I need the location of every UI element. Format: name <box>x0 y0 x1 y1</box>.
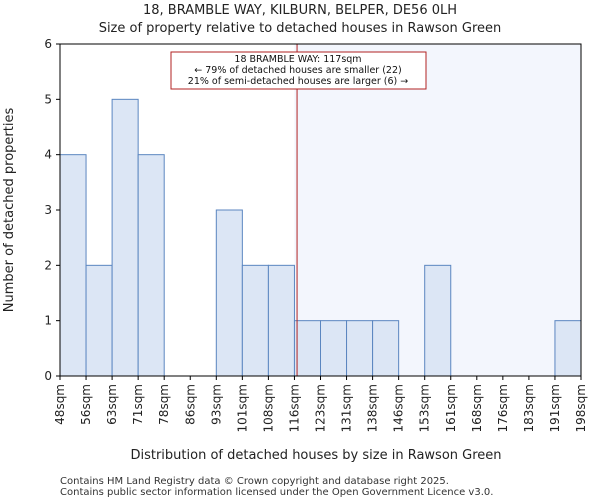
x-tick-label: 86sqm <box>183 384 197 425</box>
footer-line-1: Contains HM Land Registry data © Crown c… <box>60 476 449 487</box>
x-tick-label: 56sqm <box>79 384 93 425</box>
annotation-line-1: 18 BRAMBLE WAY: 117sqm <box>234 54 361 65</box>
y-tick-label: 2 <box>44 258 52 272</box>
y-tick-label: 0 <box>44 369 52 383</box>
x-tick-label: 168sqm <box>470 384 484 432</box>
x-tick-label: 116sqm <box>287 384 301 432</box>
bar-93sqm <box>215 209 243 377</box>
bar-108sqm <box>267 264 295 377</box>
bars-group <box>59 98 582 377</box>
bar-116sqm <box>293 320 322 377</box>
x-tick-label: 191sqm <box>548 384 562 432</box>
bar-191sqm <box>554 320 582 377</box>
x-tick-label: 63sqm <box>105 384 119 425</box>
bar-138sqm <box>372 320 400 377</box>
bar-123sqm <box>320 320 348 377</box>
annotation-line-3: 21% of semi-detached houses are larger (… <box>188 76 408 87</box>
x-tick-label: 153sqm <box>418 384 432 432</box>
annotation-frame <box>170 51 427 90</box>
y-axis-ticks: 0 1 2 3 4 5 6 <box>44 37 60 383</box>
x-tick-label: 93sqm <box>209 384 223 425</box>
annotation-line-2: ← 79% of detached houses are smaller (22… <box>194 65 401 76</box>
x-tick-label: 198sqm <box>574 384 588 432</box>
footer-line-2: Contains public sector information licen… <box>60 487 493 498</box>
y-tick-label: 3 <box>44 203 52 217</box>
x-axis-label: Distribution of detached houses by size … <box>130 448 501 463</box>
y-tick-label: 1 <box>44 314 52 328</box>
x-tick-label: 123sqm <box>314 384 328 432</box>
chart-subtitle: Size of property relative to detached ho… <box>99 21 502 36</box>
chart-title: 18, BRAMBLE WAY, KILBURN, BELPER, DE56 0… <box>143 3 457 18</box>
x-tick-label: 183sqm <box>522 384 536 432</box>
x-tick-label: 108sqm <box>261 384 275 432</box>
bar-131sqm <box>346 320 374 377</box>
bar-101sqm <box>241 264 269 377</box>
bar-71sqm <box>137 154 165 377</box>
bar-63sqm <box>111 98 139 377</box>
y-tick-label: 6 <box>44 37 52 51</box>
y-tick-label: 4 <box>44 148 52 162</box>
x-tick-label: 78sqm <box>157 384 171 425</box>
bar-48sqm <box>59 154 87 377</box>
annotation-box: 18 BRAMBLE WAY: 117sqm ← 79% of detached… <box>170 51 427 90</box>
x-tick-label: 48sqm <box>53 384 67 425</box>
y-axis-label: Number of detached properties <box>2 108 17 313</box>
x-tick-label: 131sqm <box>340 384 354 432</box>
x-tick-label: 146sqm <box>392 384 406 432</box>
x-tick-label: 71sqm <box>131 384 145 425</box>
bar-56sqm <box>85 264 113 377</box>
bar-153sqm <box>424 264 452 377</box>
x-tick-label: 161sqm <box>444 384 458 432</box>
y-tick-label: 5 <box>44 92 52 106</box>
x-tick-label: 101sqm <box>235 384 249 432</box>
x-tick-label: 138sqm <box>366 384 380 432</box>
x-axis-ticks: 48sqm 56sqm 63sqm 71sqm 78sqm 86sqm 93sqm 101sq… <box>53 376 588 432</box>
x-tick-label: 176sqm <box>496 384 510 432</box>
